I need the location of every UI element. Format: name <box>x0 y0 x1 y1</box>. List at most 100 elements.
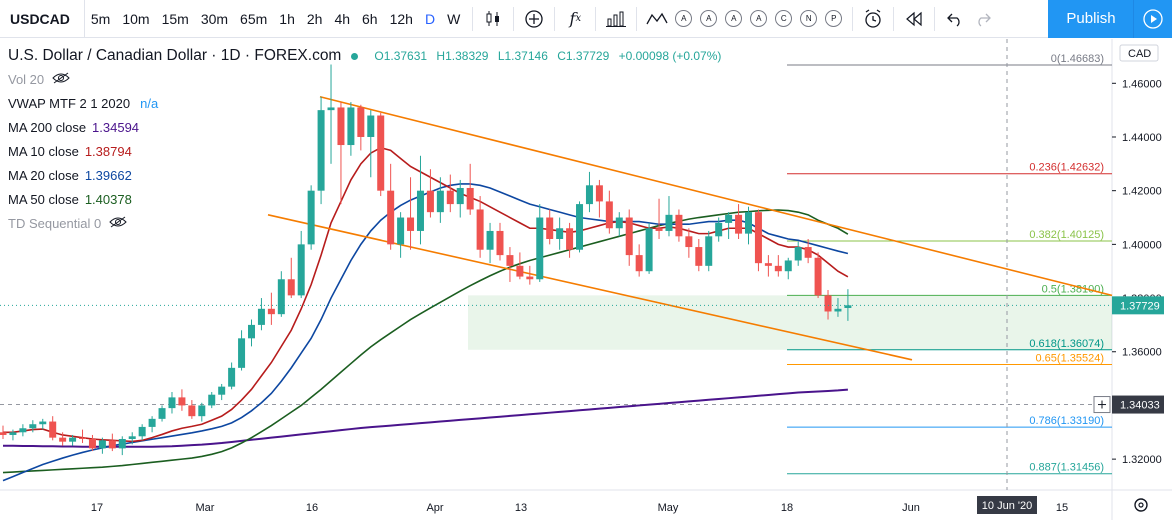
channel-lower-trendline[interactable] <box>267 214 913 361</box>
legend-low: L1.37146 <box>497 49 548 63</box>
interval-6h[interactable]: 6h <box>362 10 378 27</box>
candle-body <box>546 217 554 239</box>
date-tick-label: Mar <box>196 502 215 514</box>
candle-body <box>49 421 57 438</box>
fib-label-0.786: 0.786(1.33190) <box>1029 415 1104 427</box>
price-axis[interactable] <box>1112 39 1172 520</box>
eye-hidden-icon[interactable] <box>109 212 127 236</box>
candle-body <box>625 217 633 256</box>
candle-body <box>844 305 852 308</box>
legend-ma20[interactable]: MA 20 close 1.39662 <box>8 164 727 188</box>
interval-5m[interactable]: 5m <box>90 10 111 27</box>
candle-body <box>138 426 146 437</box>
channel-upper-trendline[interactable] <box>319 95 1113 297</box>
settings-gear-icon[interactable] <box>1134 498 1148 512</box>
interval-65m[interactable]: 65m <box>240 10 268 27</box>
study-letter-a-3[interactable]: A <box>750 10 768 27</box>
undo-icon[interactable] <box>941 0 969 38</box>
alert-clock-icon[interactable] <box>859 0 887 38</box>
date-tick-label: Apr <box>426 502 443 514</box>
legend-ma10-value: 1.38794 <box>84 144 132 159</box>
study-letter-n-5[interactable]: N <box>800 10 818 27</box>
divider <box>893 6 895 31</box>
price-tick-label: 1.32000 <box>1122 454 1162 466</box>
legend-volume-label: Vol 20 <box>8 72 45 87</box>
patterns-icon[interactable] <box>643 0 671 38</box>
fib-label-0.236: 0.236(1.42632) <box>1029 162 1104 174</box>
study-letter-c-4[interactable]: C <box>775 10 793 27</box>
candles-chart-type-icon[interactable] <box>479 0 507 38</box>
price-chart[interactable]: CAD1.460001.440001.420001.400001.380001.… <box>0 39 1172 520</box>
financials-icon[interactable] <box>602 0 630 38</box>
date-tick-label: 16 <box>306 502 318 514</box>
price-tick-label: 1.42000 <box>1122 186 1162 198</box>
legend-ma200-label: MA 200 close <box>8 120 87 135</box>
candle-body <box>645 228 653 272</box>
candle-body <box>19 428 27 433</box>
candle-body <box>29 424 37 429</box>
candle-body <box>198 405 206 417</box>
candle-body <box>337 107 345 146</box>
legend-ma10[interactable]: MA 10 close 1.38794 <box>8 140 727 164</box>
candle-body <box>347 107 355 146</box>
candle-body <box>88 438 96 449</box>
settings-gear-center <box>1138 502 1144 508</box>
price-tick-label: 1.36000 <box>1122 347 1162 359</box>
candle-body <box>218 386 226 395</box>
study-letter-p-6[interactable]: P <box>825 10 843 27</box>
publish-button[interactable]: Publish <box>1048 0 1134 38</box>
currency-badge[interactable] <box>1119 44 1159 62</box>
legend-td-sequential[interactable]: TD Sequential 0 <box>8 212 727 236</box>
legend-vwap[interactable]: VWAP MTF 2 1 2020 n/a <box>8 92 727 116</box>
candle-body <box>148 418 156 427</box>
symbol-search[interactable]: USDCAD <box>0 0 85 38</box>
interval-D[interactable]: D <box>424 10 436 27</box>
candle-body <box>248 324 255 339</box>
plot-area[interactable] <box>0 39 1112 490</box>
candle-body <box>287 279 295 296</box>
fib-label-0.887: 0.887(1.31456) <box>1029 462 1104 474</box>
legend-change: +0.00098 (+0.07%) <box>618 49 722 63</box>
study-letter-a-2[interactable]: A <box>725 10 743 27</box>
candle-body <box>605 201 613 229</box>
interval-15m[interactable]: 15m <box>161 10 189 27</box>
interval-30m[interactable]: 30m <box>200 10 229 27</box>
eye-hidden-icon[interactable] <box>52 68 70 92</box>
interval-4h[interactable]: 4h <box>334 10 351 27</box>
interval-10m[interactable]: 10m <box>122 10 150 27</box>
legend-ma200[interactable]: MA 200 close 1.34594 <box>8 116 727 140</box>
study-letter-a-0[interactable]: A <box>675 10 693 27</box>
candle-body <box>426 190 434 213</box>
replay-rewind-icon[interactable] <box>900 0 928 38</box>
candle-body <box>526 276 534 280</box>
fib-label-0.618: 0.618(1.36074) <box>1029 338 1104 350</box>
candle-body <box>228 367 236 387</box>
legend-ma50[interactable]: MA 50 close 1.40378 <box>8 188 727 212</box>
candle-body <box>367 115 375 137</box>
candle-body <box>834 308 842 312</box>
legend-ma50-label: MA 50 close <box>8 192 79 207</box>
interval-1h[interactable]: 1h <box>279 10 295 27</box>
crosshair-price-label: 1.34033 <box>1120 400 1160 412</box>
date-tick-label: 13 <box>515 502 527 514</box>
interval-12h[interactable]: 12h <box>389 10 413 27</box>
interval-2h[interactable]: 2h <box>306 10 323 27</box>
legend-volume[interactable]: Vol 20 <box>8 68 727 92</box>
compare-plus-icon[interactable] <box>520 0 548 38</box>
study-letter-a-1[interactable]: A <box>700 10 718 27</box>
candle-body <box>446 190 454 205</box>
interval-W[interactable]: W <box>447 10 461 27</box>
candle-body <box>317 110 325 191</box>
publish-options-icon[interactable] <box>1133 0 1172 38</box>
legend-close: C1.37729 <box>557 49 610 63</box>
redo-icon[interactable] <box>969 0 997 38</box>
candle-body <box>665 214 673 231</box>
candle-body <box>178 397 186 406</box>
candle-body <box>506 255 514 266</box>
crosshair-date-badge <box>977 496 1037 514</box>
legend-ohlc: O1.37631 H1.38329 L1.37146 C1.37729 +0.0… <box>374 44 727 68</box>
date-tick-label: Jun <box>902 502 920 514</box>
fib-label-0.5: 0.5(1.38100) <box>1042 283 1104 295</box>
